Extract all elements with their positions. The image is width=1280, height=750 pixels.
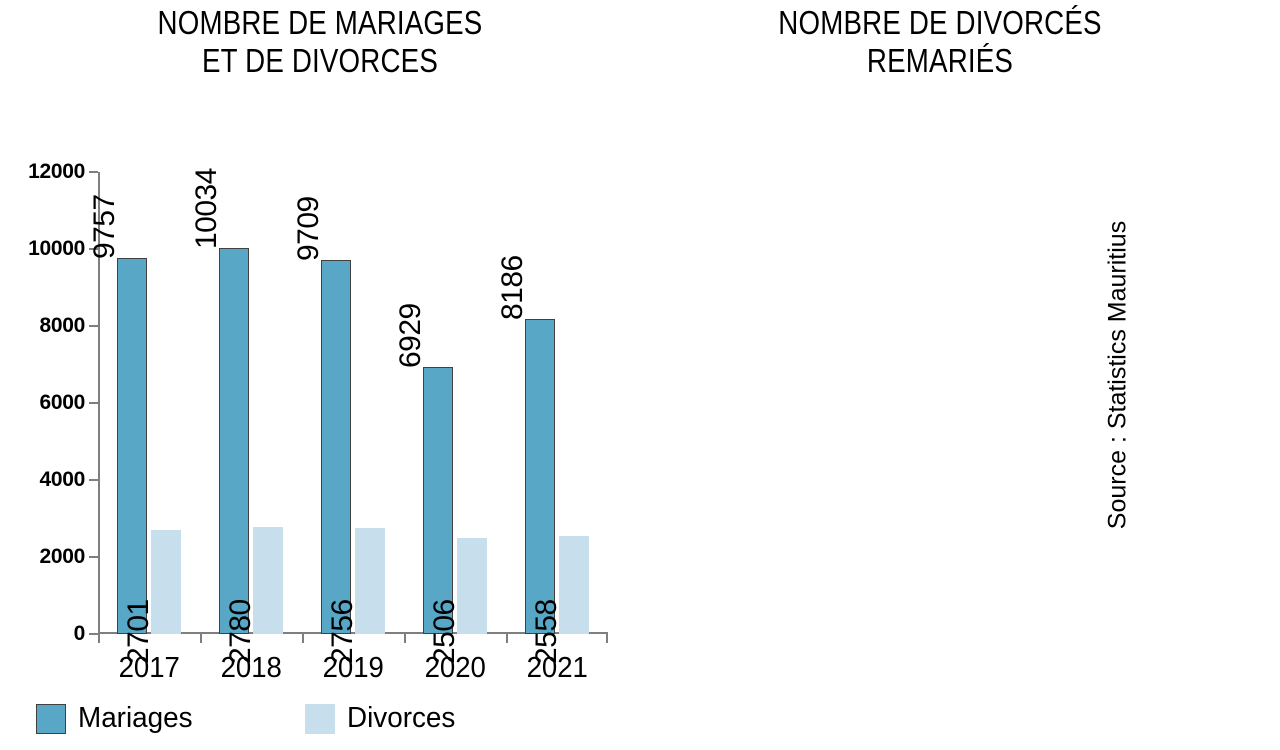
x-axis-tick [404, 634, 406, 643]
y-axis-tick [89, 402, 98, 404]
chart-title-mariages-divorces: NOMBRE DE MARIAGES ET DE DIVORCES [157, 4, 483, 79]
chart-panel-divorces-remaries: NOMBRE DE DIVORCÉS REMARIÉS 050010001500… [640, 0, 1240, 750]
plot-area-mariages-divorces: 0 2000 4000 6000 8000 10000 12000 9757 2701 2017 1… [28, 160, 608, 684]
legend-swatch-divorces [305, 703, 336, 734]
bar-mariages-2019[interactable]: 9709 [292, 196, 351, 634]
bar-mariages-2017[interactable]: 9757 [88, 195, 147, 634]
y-axis-line [98, 172, 100, 634]
x-axis-category-label: 2021 [526, 652, 589, 684]
source-note: Source : Statistics Mauritius [1103, 220, 1132, 530]
y-axis-tick-label: 0 [73, 622, 86, 645]
y-axis-tick-label: 2000 [39, 545, 85, 568]
x-axis-line [98, 632, 608, 634]
x-axis-tick [200, 634, 202, 643]
y-axis-tick [89, 248, 98, 250]
bar-value-label: 9709 [292, 196, 326, 262]
y-axis-tick [89, 325, 98, 327]
bar-divorces-2020[interactable]: 2506 [428, 537, 487, 664]
legend-swatch-mariages [36, 703, 66, 734]
bar-divorces-2017[interactable]: 2701 [122, 530, 181, 664]
y-axis-tick-label: 8000 [39, 314, 85, 337]
legend-item-divorces[interactable]: Divorces [305, 702, 460, 735]
x-axis-category-label: 2020 [424, 652, 487, 684]
chart-panel-mariages-divorces: NOMBRE DE MARIAGES ET DE DIVORCES 0 2000 4… [28, 4, 608, 735]
x-axis-tick [302, 634, 304, 643]
bar-mariages-2021[interactable]: 8186 [496, 255, 555, 634]
y-axis-tick [89, 556, 98, 558]
x-axis-category-label: 2019 [322, 652, 385, 684]
x-axis-category-label: 2018 [220, 652, 283, 684]
bar-group: 10034 2780 2018 [190, 168, 283, 684]
x-axis-category-label: 2017 [118, 652, 181, 684]
y-axis-tick-label: 12000 [28, 160, 85, 183]
y-axis-tick-label: 6000 [39, 391, 85, 414]
bar-group: 9757 2701 2017 [88, 172, 181, 684]
bar-divorces-2019[interactable]: 2756 [326, 527, 385, 664]
bar-value-label: 8186 [496, 255, 530, 320]
y-axis-tick [89, 171, 98, 173]
bar-mariages-2018[interactable]: 10034 [190, 168, 249, 634]
y-axis-tick-label: 10000 [28, 237, 85, 260]
x-axis-tick [606, 634, 608, 643]
x-axis-tick [506, 634, 508, 643]
y-axis-tick-label: 4000 [39, 468, 85, 491]
chart-title-divorces-remaries: NOMBRE DE DIVORCÉS REMARIÉS [778, 4, 1102, 79]
bar-mariages-2020[interactable]: 6929 [394, 303, 453, 634]
y-axis-tick [89, 479, 98, 481]
bar-group: 8186 2558 2021 [496, 172, 589, 684]
bar-group: 9709 2756 2019 [292, 172, 385, 684]
bar-divorces-2021[interactable]: 2558 [530, 535, 589, 664]
bar-value-label: 10034 [190, 167, 224, 249]
legend-label: Mariages [78, 702, 193, 734]
y-axis-tick [89, 633, 98, 635]
x-axis-tick [98, 634, 100, 643]
legend-label: Divorces [347, 702, 456, 734]
legend-item-mariages[interactable]: Mariages [36, 702, 197, 735]
bar-value-label: 6929 [394, 303, 428, 369]
bar-value-label: 9757 [88, 194, 122, 260]
legend-mariages-divorces: Mariages Divorces [36, 702, 568, 735]
bar-divorces-2018[interactable]: 2780 [224, 526, 283, 664]
bar-group: 6929 2506 2020 [394, 172, 487, 684]
